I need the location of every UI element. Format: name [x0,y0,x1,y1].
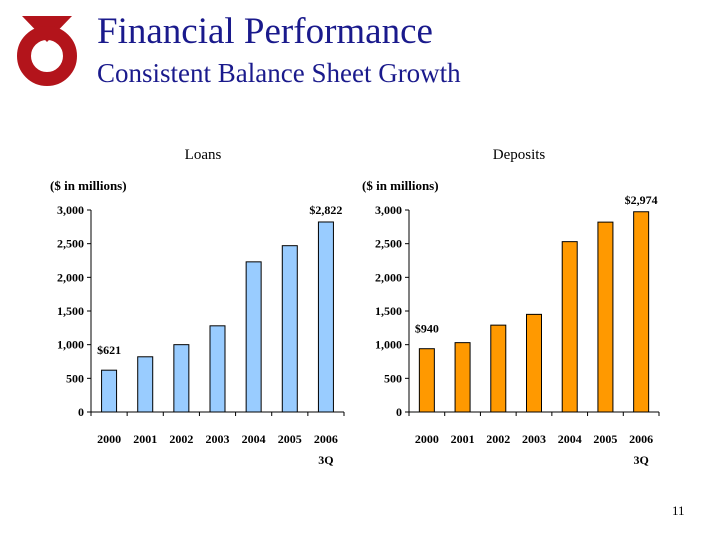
deposits-x-tick-label: 2006 [629,432,653,446]
loans-y-tick-label: 2,000 [57,270,84,284]
loans-bar-2001 [137,356,154,413]
deposits-x-tick-label: 2000 [415,432,439,446]
loans-data-label: $2,822 [309,203,342,217]
deposits-y-tick-label: 500 [384,371,402,385]
deposits-bar-2005 [597,221,614,413]
deposits-bar-2004 [561,241,578,413]
deposits-y-tick-label: 1,000 [375,338,402,352]
loans-y-tick-label: 1,000 [57,338,84,352]
loans-data-label: $621 [97,343,121,357]
loans-y-tick-label: 500 [66,371,84,385]
loans-bar-2004 [245,261,262,413]
deposits-bar-2003 [526,313,542,413]
slide-title: Financial Performance [97,11,433,52]
loans-chart-title: Loans [185,147,222,163]
deposits-data-label: $940 [415,322,439,336]
slide-subtitle: Consistent Balance Sheet Growth [97,58,461,88]
loans-bar-2006 [317,221,334,413]
loans-x-tick-label: 2005 [278,432,302,446]
loans-y-tick-label: 1,500 [57,304,84,318]
deposits-x-tick-sublabel: 3Q [633,453,648,467]
deposits-x-tick-label: 2003 [522,432,546,446]
deposits-units-label: ($ in millions) [362,178,439,193]
loans-bar-2002 [173,344,190,413]
loans-x-tick-label: 2003 [206,432,230,446]
loans-bar-2003 [209,325,226,413]
page-number: 11 [672,503,685,518]
loans-x-tick-label: 2004 [242,432,266,446]
loans-y-tick-label: 3,000 [57,203,84,217]
loans-y-tick-label: 0 [78,405,84,419]
loans-units-label: ($ in millions) [50,178,127,193]
red-ring-logo-icon [17,16,77,86]
loans-y-tick-label: 2,500 [57,237,84,251]
loans-x-tick-sublabel: 3Q [318,453,333,467]
deposits-bar-2000 [418,348,435,413]
deposits-y-tick-label: 3,000 [375,203,402,217]
loans-bar-2000 [101,369,118,413]
loans-x-tick-label: 2000 [97,432,121,446]
deposits-x-tick-label: 2001 [451,432,475,446]
deposits-bar-2001 [454,342,471,413]
deposits-bar-2002 [490,324,507,413]
loans-x-tick-label: 2001 [133,432,157,446]
deposits-y-tick-label: 0 [396,405,402,419]
loans-x-tick-label: 2006 [314,432,338,446]
deposits-x-tick-label: 2004 [558,432,582,446]
deposits-bar-2006 [633,211,650,413]
deposits-y-tick-label: 2,500 [375,237,402,251]
deposits-y-tick-label: 1,500 [375,304,402,318]
loans-x-tick-label: 2002 [169,432,193,446]
loans-bar-2005 [281,245,298,413]
deposits-chart-title: Deposits [493,147,546,163]
deposits-x-tick-label: 2005 [593,432,617,446]
deposits-y-tick-label: 2,000 [375,270,402,284]
deposits-data-label: $2,974 [625,193,658,207]
deposits-x-tick-label: 2002 [486,432,510,446]
